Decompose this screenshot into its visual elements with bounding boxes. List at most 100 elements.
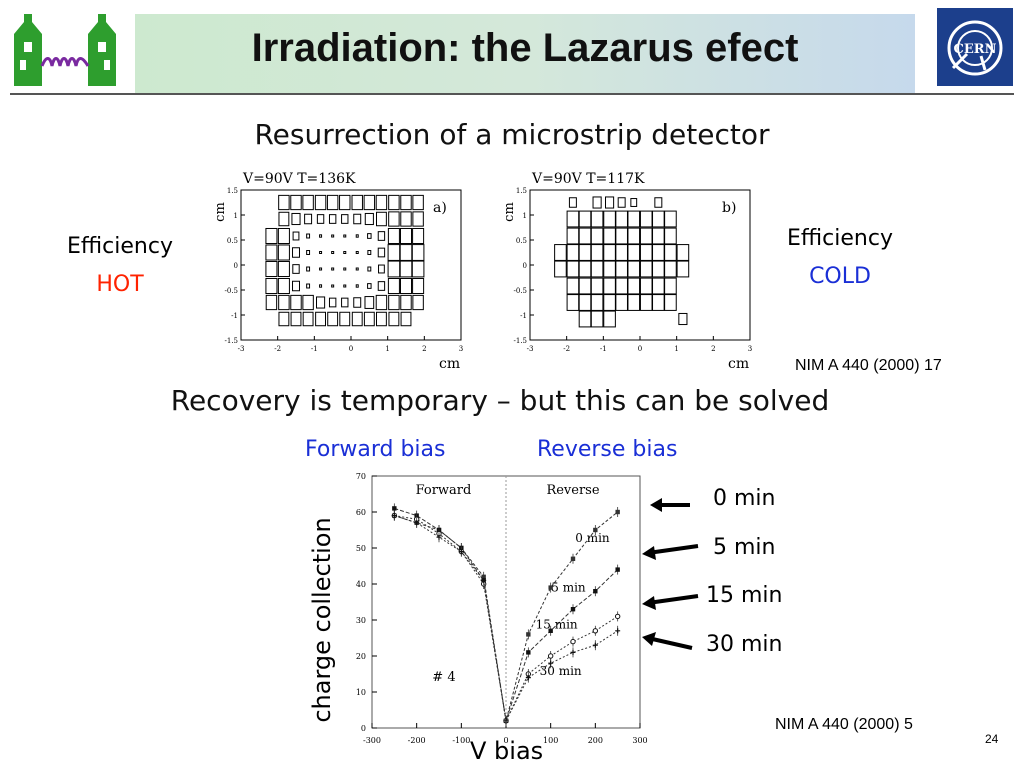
efficiency-cell [411,260,425,278]
efficiency-cell [590,244,604,261]
efficiency-cell [364,212,374,226]
efficiency-hot-label: Efficiency HOT [30,228,210,304]
data-point [548,660,554,666]
efficiency-cell [277,260,290,278]
time-label-0: 0 min [713,486,776,511]
efficiency-cell [290,194,302,211]
title-bar [135,14,915,94]
y-tick-label: -0.5 [225,287,239,295]
x-tick-label: 0 [503,736,508,745]
y-tick-label: 0 [361,724,366,733]
data-point [548,628,553,633]
efficiency-cell [319,251,323,254]
data-point [458,549,464,555]
efficiency-cell [400,194,412,211]
data-point [526,650,531,655]
efficiency-cell [265,294,278,311]
data-point [593,589,598,594]
efficiency-cell [304,213,313,225]
efficiency-cell [341,214,349,224]
data-point [436,534,442,540]
efficiency-cell [603,310,616,328]
y-tick-label: 1.5 [516,187,527,195]
x-tick-label: 200 [588,736,603,745]
efficiency-cell [664,244,677,261]
efficiency-map-cold: V=90V T=117K b) cm cm -3 -2 -1 0 1 2 3 1.5 1 0.5 0 -0.5… [502,171,752,370]
y-tick-label: 70 [356,472,366,481]
time-arrows [642,498,699,650]
x-tick-label: 0 [638,345,642,353]
data-point [570,556,576,561]
data-point [525,675,531,681]
y-axis-unit: cm [213,202,228,222]
data-point [570,638,576,645]
efficiency-cell [343,267,347,271]
efficiency-cell [331,267,335,271]
efficiency-cell [676,244,690,261]
efficiency-cell [412,227,425,245]
efficiency-cell [676,260,690,278]
efficiency-cell [306,250,311,255]
efficiency-cell [351,194,363,211]
data-point [615,509,620,515]
x-tick-label: -1 [311,345,318,353]
x-tick-label: 2 [422,345,426,353]
efficiency-cell [353,213,362,225]
efficiency-cell [375,211,387,227]
slide-title: Irradiation: the Lazarus efect [251,26,799,70]
subtitle-resurrection: Resurrection of a microstrip detector [254,118,770,151]
efficiency-cell [617,197,626,208]
efficiency-cell [319,267,323,271]
x-tick-label: 300 [632,736,647,745]
heatmap-title: V=90V T=136K [242,171,356,187]
x-tick-label: 1 [385,345,389,353]
data-point [615,628,621,634]
y-tick-label: 10 [356,688,366,697]
efficiency-cell [327,311,339,327]
efficiency-cell [399,277,413,295]
data-point [570,607,576,612]
series-label: 15 min [536,617,578,631]
y-tick-label: -1.5 [514,337,528,345]
x-tick-label: 3 [748,345,752,353]
data-point [615,567,620,572]
efficiency-cell [292,280,300,292]
left-arrow-icon [650,498,690,512]
efficiency-cell [364,296,375,309]
efficiency-cell [399,227,413,245]
x-axis-unit: cm [439,356,460,370]
efficiency-cell [306,266,311,272]
x-axis-label: V bias [470,737,544,765]
subtitle-recovery: Recovery is temporary – but this can be … [170,384,830,417]
efficiency-cell [367,266,372,272]
reference-nim-5: NIM A 440 (2000) 5 [775,716,913,733]
x-tick-label: -2 [563,345,570,353]
y-tick-label: 1 [523,212,527,220]
efficiency-cell [353,297,362,308]
efficiency-cell [654,197,663,208]
efficiency-cell [319,234,323,238]
y-tick-label: 20 [356,652,366,661]
efficiency-cell [377,231,386,241]
efficiency-cell [375,194,388,211]
forward-region-label: Forward [416,483,472,498]
efficiency-cell [363,311,375,327]
reference-nim-17: NIM A 440 (2000) 17 [795,357,942,374]
efficiency-cell [378,264,385,274]
efficiency-cell [400,294,412,311]
y-tick-label: -1.5 [225,337,239,345]
efficiency-cell [388,211,400,227]
efficiency-cell [400,211,412,227]
efficiency-hot-word: Efficiency [67,234,173,259]
efficiency-cell [277,227,290,245]
efficiency-cell [664,260,677,278]
efficiency-cell [331,234,335,238]
efficiency-cell [367,283,372,289]
efficiency-cell [627,227,641,245]
efficiency-cell [367,250,372,255]
efficiency-cell [388,294,400,311]
efficiency-cell [326,194,339,211]
cern-logo: CERN [937,8,1013,86]
x-tick-label: 0 [349,345,353,353]
efficiency-cell [387,277,400,295]
